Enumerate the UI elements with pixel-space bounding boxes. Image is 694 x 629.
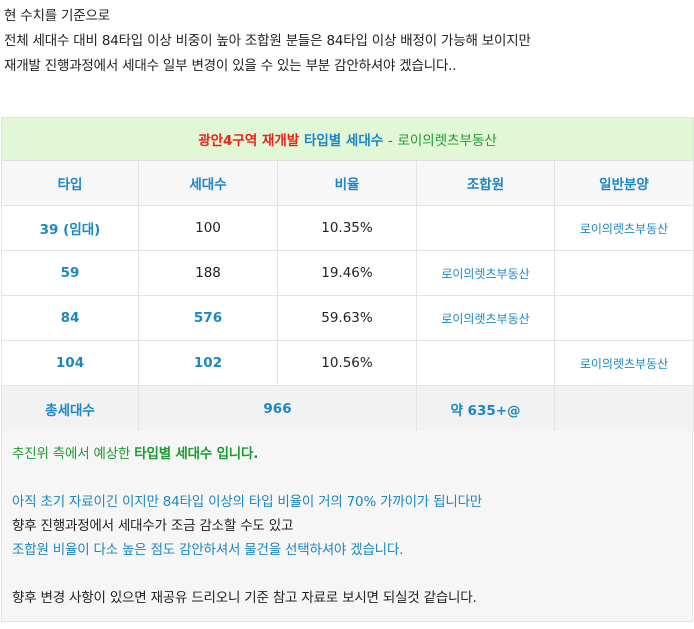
- table-total-row: 총세대수 966 약 635+@: [1, 385, 694, 432]
- table-row: 104 102 10.56% 로이의렛츠부동산: [1, 340, 694, 386]
- notes-spacer: [12, 466, 682, 490]
- general-cell: 로이의렛츠부동산: [553, 205, 694, 251]
- header-ratio: 비율: [277, 160, 417, 206]
- table-row: 39 (임대) 100 10.35% 로이의렛츠부동산: [1, 205, 694, 251]
- general-cell: [553, 250, 694, 296]
- intro-text: 현 수치를 기준으로 전체 세대수 대비 84타입 이상 비중이 높아 조합원 …: [4, 4, 690, 79]
- total-general: [553, 385, 694, 432]
- notes-line-1: 추진위 측에서 예상한 타입별 세대수 입니다.: [12, 442, 682, 466]
- ratio-cell: 59.63%: [277, 295, 417, 341]
- title-separator: -: [387, 133, 393, 149]
- table-row: 84 576 59.63% 로이의렛츠부동산: [1, 295, 694, 341]
- intro-line-3: 재개발 진행과정에서 세대수 일부 변경이 있을 수 있는 부분 감안하셔야 겠…: [4, 58, 457, 74]
- ratio-cell: 19.46%: [277, 250, 417, 296]
- unit-type-table: 광안4구역 재개발 타입별 세대수 - 로이의렛츠부동산 타입 세대수 비율 조…: [0, 117, 694, 432]
- notes-line-5: 향후 변경 사항이 있으면 재공유 드리오니 기준 참고 자료로 보시면 되실것…: [12, 590, 477, 606]
- intro-line-1: 현 수치를 기준으로: [4, 8, 110, 24]
- member-cell: 로이의렛츠부동산: [416, 250, 555, 296]
- notes-box: 추진위 측에서 예상한 타입별 세대수 입니다. 아직 초기 자료이긴 이지만 …: [1, 431, 693, 622]
- title-type: 타입별 세대수: [303, 133, 384, 149]
- type-cell: 104: [1, 340, 139, 386]
- total-label: 총세대수: [1, 385, 139, 432]
- type-cell: 39 (임대): [1, 205, 139, 251]
- units-cell: 188: [138, 250, 278, 296]
- notes-line-1-prefix: 추진위 측에서 예상한: [12, 446, 131, 462]
- notes-line-2: 아직 초기 자료이긴 이지만 84타입 이상의 타입 비율이 거의 70% 가까…: [12, 494, 483, 510]
- general-cell: [553, 295, 694, 341]
- table-title: 광안4구역 재개발 타입별 세대수 - 로이의렛츠부동산: [0, 117, 694, 161]
- member-cell: [416, 205, 555, 251]
- intro-line-2: 전체 세대수 대비 84타입 이상 비중이 높아 조합원 분들은 84타입 이상…: [4, 33, 531, 49]
- table-row: 59 188 19.46% 로이의렛츠부동산: [1, 250, 694, 296]
- notes-line-3: 향후 진행과정에서 세대수가 조금 감소할 수도 있고: [12, 518, 294, 534]
- units-cell: 100: [138, 205, 278, 251]
- header-general: 일반분양: [553, 160, 694, 206]
- notes-line-1-bold: 타입별 세대수 입니다.: [134, 446, 259, 462]
- total-units: 966: [138, 385, 417, 432]
- header-units: 세대수: [138, 160, 278, 206]
- notes-line-4: 조합원 비율이 다소 높은 점도 감안하셔서 물건을 선택하셔야 겠습니다.: [12, 542, 404, 558]
- units-cell: 576: [138, 295, 278, 341]
- member-cell: 로이의렛츠부동산: [416, 295, 555, 341]
- title-area: 광안4구역 재개발: [198, 133, 300, 149]
- general-cell: 로이의렛츠부동산: [553, 340, 694, 386]
- header-type: 타입: [1, 160, 139, 206]
- table-title-row: 광안4구역 재개발 타입별 세대수 - 로이의렛츠부동산: [0, 117, 694, 161]
- notes-spacer: [12, 562, 682, 586]
- ratio-cell: 10.35%: [277, 205, 417, 251]
- type-cell: 84: [1, 295, 139, 341]
- ratio-cell: 10.56%: [277, 340, 417, 386]
- type-cell: 59: [1, 250, 139, 296]
- title-agent: 로이의렛츠부동산: [397, 133, 497, 149]
- header-member: 조합원: [416, 160, 555, 206]
- member-cell: [416, 340, 555, 386]
- table-header-row: 타입 세대수 비율 조합원 일반분양: [1, 160, 694, 206]
- units-cell: 102: [138, 340, 278, 386]
- total-member: 약 635+@: [416, 385, 555, 432]
